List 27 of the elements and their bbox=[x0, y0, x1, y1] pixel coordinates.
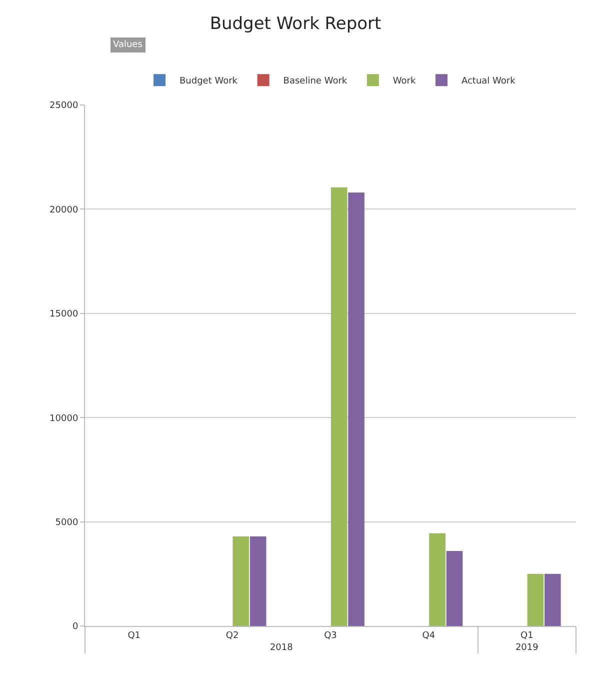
x-tick-label: Q4 bbox=[422, 630, 436, 641]
y-tick-label: 25000 bbox=[50, 101, 78, 112]
text: 2018 bbox=[270, 642, 294, 653]
legend-label: Baseline Work bbox=[283, 76, 348, 87]
bar bbox=[527, 574, 544, 626]
bar bbox=[446, 550, 463, 626]
x-tick-label: Q3 bbox=[324, 630, 337, 641]
x-tick-label: Q1 bbox=[520, 630, 534, 641]
legend-label: Work bbox=[392, 76, 416, 87]
chart-title: Budget Work Report bbox=[210, 14, 382, 34]
text: 2019 bbox=[515, 642, 539, 653]
y-tick-label: 0 bbox=[72, 622, 78, 632]
legend-label: Actual Work bbox=[461, 76, 516, 87]
bar bbox=[330, 187, 348, 626]
bar bbox=[348, 192, 364, 626]
x-tick-label: Q2 bbox=[226, 630, 239, 641]
bar bbox=[250, 536, 266, 626]
bar bbox=[232, 536, 250, 626]
bar bbox=[429, 533, 446, 626]
x-tick-label: Q1 bbox=[128, 630, 141, 641]
text: Values bbox=[113, 40, 143, 50]
y-tick-label: 5000 bbox=[55, 518, 78, 528]
y-tick-label: 10000 bbox=[50, 414, 78, 424]
y-tick-label: 15000 bbox=[50, 310, 78, 320]
y-tick-label: 20000 bbox=[50, 205, 78, 216]
legend-label: Budget Work bbox=[180, 76, 238, 87]
bar bbox=[544, 574, 561, 626]
